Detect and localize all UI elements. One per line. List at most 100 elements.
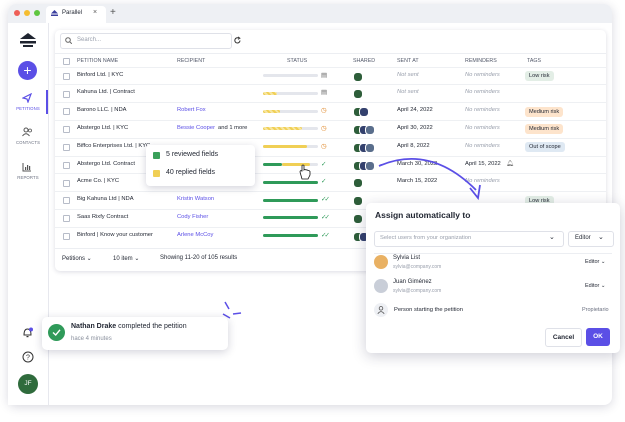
row-checkbox[interactable] bbox=[63, 90, 70, 98]
chevron: ⌄ bbox=[549, 234, 555, 241]
select-all[interactable] bbox=[63, 58, 70, 65]
petition-name[interactable]: Abstergo Ltd. | KYC bbox=[77, 124, 129, 131]
shared-avatar bbox=[365, 160, 375, 171]
petition-name[interactable]: Abstergo Ltd. Contract bbox=[77, 160, 136, 167]
reports-icon[interactable] bbox=[22, 162, 32, 172]
role-select[interactable] bbox=[568, 231, 614, 247]
notification-name: Nathan Drake bbox=[71, 323, 117, 330]
row-checkbox[interactable] bbox=[63, 179, 70, 187]
petition-name[interactable]: Binford Ltd. | KYC bbox=[77, 71, 124, 78]
tag[interactable]: Medium risk bbox=[525, 106, 564, 117]
user-role[interactable]: Editor ⌄ bbox=[585, 259, 606, 265]
success-icon bbox=[48, 324, 65, 341]
petitions-icon[interactable] bbox=[22, 93, 32, 103]
column-header: SHARED bbox=[353, 58, 376, 64]
sent-at: Not sent bbox=[397, 89, 419, 96]
reminders: April 15, 2022 bbox=[465, 160, 501, 167]
petition-name[interactable]: Saas Rixfy Contract bbox=[77, 213, 129, 220]
close-dot[interactable] bbox=[14, 10, 20, 16]
new-tab[interactable]: + bbox=[110, 7, 116, 18]
petition-name[interactable]: Biffco Enterprises Ltd. | KYC bbox=[77, 142, 151, 149]
user-select-placeholder: Select users from your organization bbox=[380, 235, 472, 241]
status-reviewed bbox=[263, 162, 283, 166]
row-divider bbox=[55, 102, 606, 104]
row-checkbox[interactable] bbox=[63, 126, 70, 134]
recipient[interactable]: Kristin Watson bbox=[177, 196, 215, 203]
row-checkbox[interactable] bbox=[63, 108, 70, 116]
row-checkbox[interactable] bbox=[63, 215, 70, 223]
status-icon: ◷ bbox=[321, 107, 327, 115]
sent-at: April 24, 2022 bbox=[397, 107, 433, 114]
recipient[interactable]: Cody Fisher bbox=[177, 213, 209, 220]
nav-label[interactable]: CONTACTS bbox=[15, 140, 41, 145]
maximize-dot[interactable] bbox=[34, 10, 40, 16]
tag[interactable]: Low risk bbox=[525, 71, 554, 81]
row-checkbox[interactable] bbox=[63, 143, 70, 151]
nav-label[interactable]: PETITIONS bbox=[16, 106, 40, 111]
petition-name[interactable]: Barono LLC. | NDA bbox=[77, 107, 127, 114]
tab-close[interactable]: × bbox=[93, 9, 98, 16]
tooltip-item: 5 reviewed fields bbox=[166, 151, 219, 158]
column-header: STATUS bbox=[287, 58, 308, 64]
ok-button[interactable]: OK bbox=[586, 328, 610, 346]
page-size-label: 10 item bbox=[113, 256, 133, 262]
row-checkbox[interactable] bbox=[63, 197, 70, 205]
reminder-bell: 🔔︎ bbox=[506, 160, 514, 167]
tab[interactable] bbox=[46, 6, 106, 23]
recipient[interactable]: Robert Fox bbox=[177, 107, 206, 114]
petition-name[interactable]: Kahuna Ltd. | Contract bbox=[77, 89, 135, 96]
row-checkbox[interactable] bbox=[63, 161, 70, 169]
status-reviewed bbox=[263, 216, 318, 220]
create-button[interactable]: + bbox=[18, 61, 37, 80]
page-size-select[interactable]: 10 item ⌄ bbox=[113, 256, 140, 262]
user-role[interactable]: Editor ⌄ bbox=[585, 283, 606, 289]
minimize-dot[interactable] bbox=[24, 10, 30, 16]
search-box[interactable] bbox=[60, 33, 232, 49]
notification-text: Nathan Drake completed the petition bbox=[71, 323, 187, 330]
sent-at: Not sent bbox=[397, 71, 419, 78]
search-icon bbox=[65, 37, 72, 44]
starter-label: Person starting the petition bbox=[394, 307, 463, 313]
recipient[interactable]: Bessie Cooper bbox=[177, 124, 216, 131]
tag[interactable]: Low risk bbox=[525, 195, 554, 206]
status-reviewed bbox=[263, 180, 318, 184]
shared-avatar bbox=[365, 124, 375, 135]
role-select-label: Editor bbox=[575, 235, 591, 241]
divider bbox=[374, 253, 612, 254]
petition-name[interactable]: Acme Co. | KYC bbox=[77, 178, 120, 185]
notification-time: hace 4 minutes bbox=[71, 336, 112, 342]
user-select[interactable] bbox=[374, 231, 564, 247]
row-checkbox[interactable] bbox=[63, 232, 70, 240]
user-name: Sylvia List bbox=[393, 255, 421, 261]
row-divider bbox=[55, 208, 606, 210]
column-header: RECIPIENT bbox=[177, 58, 206, 64]
status-icon: ✓✓ bbox=[321, 231, 330, 239]
view-select[interactable]: Petitions ⌄ bbox=[62, 256, 92, 262]
shared-avatar bbox=[365, 142, 375, 153]
help-icon[interactable]: ? bbox=[22, 351, 34, 363]
contacts-icon[interactable] bbox=[22, 127, 33, 137]
shared-avatar bbox=[353, 196, 363, 207]
petition-name[interactable]: Big Kahuna Ltd | NDA bbox=[77, 196, 134, 203]
reminders: No reminders bbox=[465, 71, 500, 78]
starter-role: Propietario bbox=[582, 307, 609, 313]
notifications-icon[interactable] bbox=[22, 327, 33, 339]
chevron: ⌄ bbox=[598, 234, 604, 241]
tag[interactable]: Medium risk bbox=[525, 124, 564, 135]
petition-name[interactable]: Binford | Know your customer bbox=[77, 231, 153, 238]
user-avatar[interactable]: JF bbox=[18, 374, 38, 394]
nav-label[interactable]: REPORTS bbox=[17, 175, 39, 180]
tag[interactable]: Out of scope bbox=[525, 142, 565, 153]
status-icon: ◷ bbox=[321, 142, 327, 150]
refresh-button[interactable] bbox=[233, 36, 242, 45]
user-role-label: Editor bbox=[585, 259, 600, 265]
row-checkbox[interactable] bbox=[63, 72, 70, 80]
status-icon: ▤ bbox=[321, 71, 327, 79]
sent-at: March 30, 2022 bbox=[397, 160, 438, 167]
recipient[interactable]: Arlene McCoy bbox=[177, 231, 214, 238]
status-track bbox=[263, 91, 318, 95]
user-email: sylvia@company.com bbox=[393, 288, 442, 294]
row-divider bbox=[55, 155, 606, 157]
divider bbox=[55, 53, 606, 54]
cancel-button[interactable]: Cancel bbox=[545, 328, 582, 347]
